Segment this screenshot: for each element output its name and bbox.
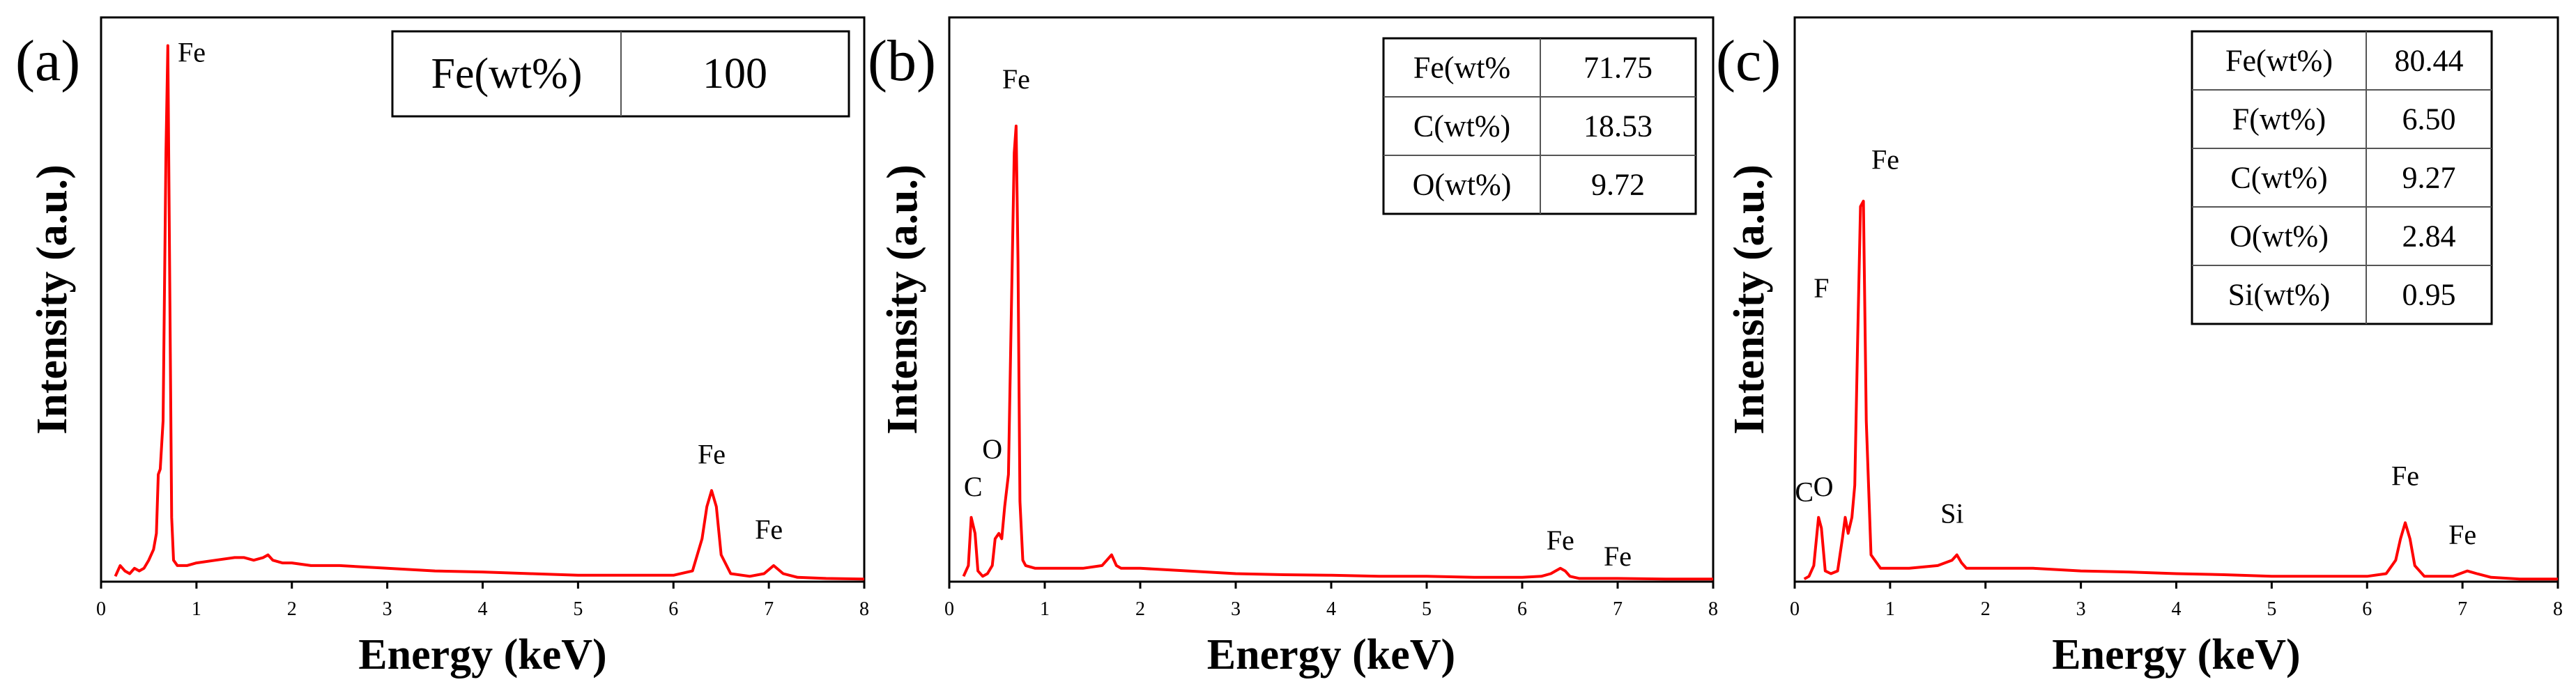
- x-tick-label: 4: [2172, 598, 2182, 620]
- table-element-cell: Si(wt%): [2228, 278, 2331, 312]
- table-value-cell: 6.50: [2402, 102, 2456, 137]
- x-tick-label: 8: [1708, 598, 1718, 620]
- peak-label: Fe: [178, 37, 206, 68]
- eds-panel-c: (c) 0 1 2 3 4 5 6 7 8 Energy (keV) Intensity (a.u.)…: [1716, 16, 2563, 678]
- spectrum-line: [1803, 199, 2558, 581]
- peak-label: Si: [1940, 497, 1963, 529]
- y-axis-title: Intensity (a.u.): [1726, 164, 1773, 435]
- table-value-cell: 9.27: [2402, 161, 2456, 195]
- x-tick-label: 4: [478, 598, 488, 620]
- peak-label: Fe: [2391, 460, 2419, 491]
- table-value-cell: 2.84: [2402, 219, 2456, 254]
- eds-panel-b: (b) 0 1 2 3 4 5 6 7 8 Energy (keV) Intensity (a.u.)…: [868, 16, 1718, 678]
- peak-label: Fe: [1002, 63, 1030, 95]
- x-axis-title: Energy (keV): [1207, 631, 1455, 678]
- peak-label: O: [1814, 471, 1834, 502]
- peak-label: Fe: [2448, 519, 2476, 550]
- table-element-cell: Fe(wt%): [2225, 44, 2333, 78]
- table-value-cell: 80.44: [2395, 44, 2464, 78]
- composition-table: Fe(wt%) 80.44 F(wt%) 6.50 C(wt%) 9.27 O(wt%) 2.…: [2191, 30, 2493, 325]
- x-tick-label: 6: [1517, 598, 1527, 620]
- x-tick-label: 3: [383, 598, 392, 620]
- x-tick-label: 6: [2362, 598, 2372, 620]
- x-tick-label: 1: [1040, 598, 1050, 620]
- x-tick-label: 7: [2458, 598, 2467, 620]
- x-tick-label: 5: [2267, 598, 2276, 620]
- x-tick-label: 2: [287, 598, 297, 620]
- panel-label: (c): [1716, 29, 1781, 93]
- table-element-cell: O(wt%): [1413, 168, 1512, 202]
- table-element-cell: C(wt%): [1413, 109, 1510, 144]
- peak-label: C: [1795, 476, 1814, 508]
- x-tick-label: 0: [1790, 598, 1800, 620]
- x-tick-label: 3: [1231, 598, 1241, 620]
- x-axis-title: Energy (keV): [2052, 631, 2300, 678]
- composition-table: Fe(wt%) 100: [391, 30, 850, 118]
- table-element-cell: F(wt%): [2232, 102, 2326, 137]
- x-tick-label: 3: [2076, 598, 2086, 620]
- peak-label: O: [982, 433, 1002, 465]
- x-tick-label: 0: [944, 598, 954, 620]
- x-tick-label: 2: [1135, 598, 1145, 620]
- x-axis-title: Energy (keV): [358, 631, 606, 678]
- x-tick-label: 2: [1981, 598, 1991, 620]
- table-element-cell: Fe(wt%: [1413, 51, 1510, 85]
- table-value-cell: 18.53: [1584, 109, 1653, 144]
- panel-label: (a): [15, 29, 80, 93]
- eds-panel-a: (a) 0 1 2 3 4 5 6 7 8 Energy (keV) Intensity (a.u.)…: [15, 16, 869, 678]
- peak-label: Fe: [1871, 144, 1899, 175]
- table-element-cell: O(wt%): [2230, 219, 2329, 254]
- panel-label: (b): [868, 29, 936, 93]
- table-border: [2191, 30, 2493, 325]
- x-tick-label: 7: [764, 598, 774, 620]
- x-tick-label: 5: [1422, 598, 1432, 620]
- x-tick-label: 1: [192, 598, 201, 620]
- table-value-cell: 0.95: [2402, 278, 2456, 312]
- peak-label: Fe: [698, 439, 726, 470]
- table-value-cell: 9.72: [1591, 168, 1645, 202]
- peak-label: C: [964, 471, 983, 502]
- peak-label: Fe: [1604, 541, 1632, 572]
- peak-label: Fe: [1547, 525, 1574, 556]
- x-tick-label: 8: [859, 598, 869, 620]
- table-element-cell: C(wt%): [2230, 161, 2327, 195]
- y-axis-title: Intensity (a.u.): [879, 164, 926, 435]
- composition-table: Fe(wt% 71.75 C(wt%) 18.53 O(wt%) 9.72: [1382, 37, 1697, 215]
- peak-label: F: [1814, 272, 1829, 304]
- y-axis-title: Intensity (a.u.): [29, 164, 76, 435]
- x-tick-label: 1: [1885, 598, 1895, 620]
- x-tick-label: 4: [1326, 598, 1336, 620]
- x-tick-label: 8: [2553, 598, 2563, 620]
- x-tick-label: 6: [668, 598, 678, 620]
- peak-label: Fe: [755, 513, 783, 545]
- spectrum-line: [962, 124, 1713, 581]
- table-value-cell: 71.75: [1584, 51, 1653, 85]
- x-tick-label: 0: [96, 598, 106, 620]
- table-element-cell: Fe(wt%): [431, 50, 583, 98]
- x-tick-label: 5: [573, 598, 583, 620]
- spectrum-line: [114, 44, 865, 581]
- x-tick-label: 7: [1613, 598, 1623, 620]
- table-value-cell: 100: [703, 50, 767, 98]
